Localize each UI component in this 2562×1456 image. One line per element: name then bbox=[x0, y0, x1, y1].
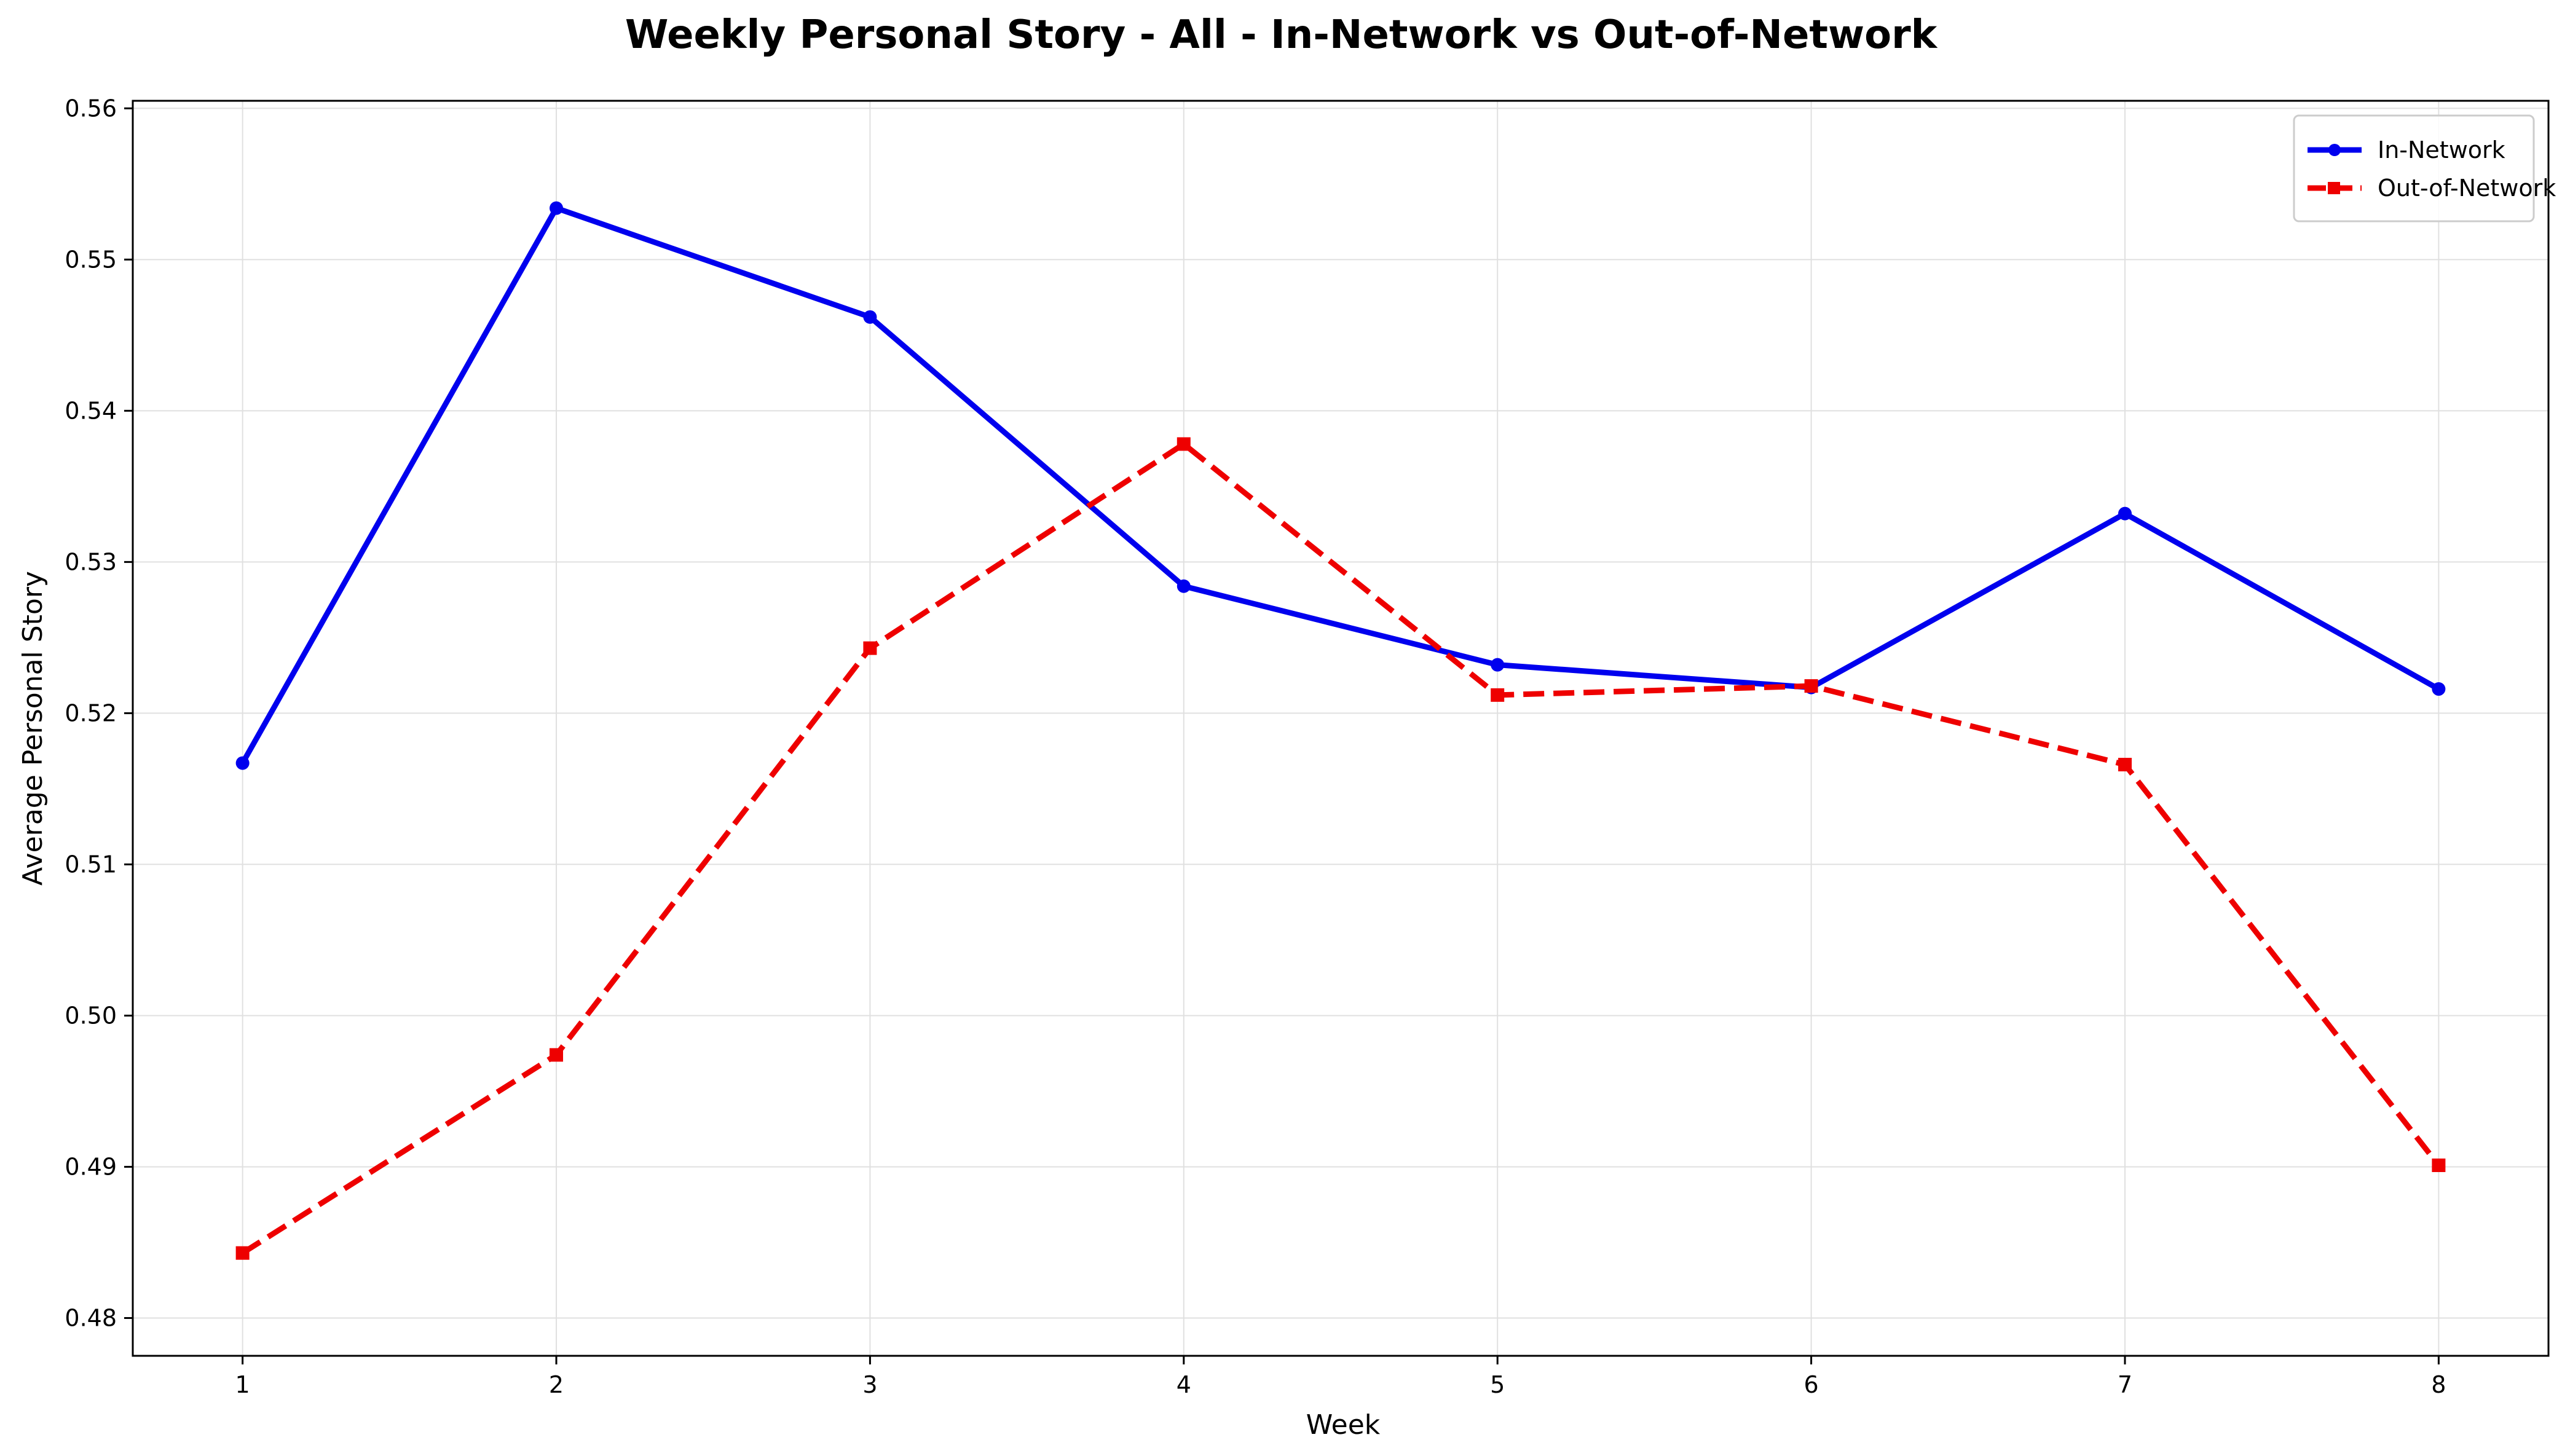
x-tick-label: 4 bbox=[1177, 1371, 1191, 1398]
x-tick-label: 1 bbox=[235, 1371, 250, 1398]
plot-frame bbox=[132, 100, 2550, 1357]
data-point-out-of-network bbox=[235, 1246, 250, 1260]
x-tick-label: 2 bbox=[549, 1371, 564, 1398]
chart-title: Weekly Personal Story - All - In-Network… bbox=[625, 12, 1938, 58]
grid-lines bbox=[133, 101, 2548, 1356]
series-line-in-network bbox=[240, 205, 2440, 765]
series-out-of-network bbox=[235, 437, 2446, 1260]
data-point-out-of-network bbox=[1491, 688, 1505, 702]
data-point-out-of-network bbox=[550, 1048, 564, 1062]
data-point-in-network bbox=[1491, 658, 1505, 672]
series-in-network bbox=[235, 201, 2446, 770]
legend: In-Network Out-of-Network bbox=[2293, 114, 2556, 222]
data-point-out-of-network bbox=[863, 641, 877, 655]
y-tick-label: 0.54 bbox=[65, 397, 117, 424]
data-point-out-of-network bbox=[1804, 679, 1818, 693]
legend-box bbox=[2293, 114, 2535, 222]
y-tick-label: 0.49 bbox=[65, 1153, 117, 1180]
legend-item-out-of-network: Out-of-Network bbox=[2308, 175, 2556, 202]
legend-item-in-network: In-Network bbox=[2308, 136, 2505, 163]
x-axis-label: Week bbox=[1306, 1409, 1381, 1441]
y-tick-label: 0.56 bbox=[65, 95, 117, 122]
data-point-in-network bbox=[2118, 506, 2132, 521]
data-point-out-of-network bbox=[2118, 758, 2132, 772]
x-tick-label: 8 bbox=[2431, 1371, 2446, 1398]
y-tick-label: 0.51 bbox=[65, 851, 117, 878]
x-tick-label: 5 bbox=[1490, 1371, 1505, 1398]
y-axis-label: Average Personal Story bbox=[17, 571, 49, 886]
x-tick-label: 3 bbox=[862, 1371, 877, 1398]
y-tick-label: 0.52 bbox=[65, 699, 117, 726]
legend-swatch-marker bbox=[2328, 144, 2341, 156]
data-point-in-network bbox=[863, 310, 877, 324]
y-tick-label: 0.50 bbox=[65, 1002, 117, 1029]
data-point-in-network bbox=[550, 201, 564, 215]
data-point-in-network bbox=[2432, 682, 2446, 696]
data-point-out-of-network bbox=[1177, 437, 1191, 451]
y-tick-label: 0.53 bbox=[65, 548, 117, 575]
y-tick-label: 0.55 bbox=[65, 246, 117, 273]
y-tick-label: 0.48 bbox=[65, 1304, 117, 1331]
axis-ticks: 1 2 3 4 5 6 7 8 0.48 0.49 0.50 0.51 0.52 0.53 0.54 0.55… bbox=[65, 95, 2446, 1398]
data-point-out-of-network bbox=[2432, 1159, 2446, 1173]
legend-swatch-marker bbox=[2328, 182, 2340, 194]
x-tick-label: 6 bbox=[1803, 1371, 1818, 1398]
series-lines bbox=[235, 201, 2446, 1260]
x-tick-label: 7 bbox=[2118, 1371, 2132, 1398]
data-point-in-network bbox=[235, 756, 250, 770]
series-line-out-of-network bbox=[241, 441, 2441, 1256]
legend-label: In-Network bbox=[2378, 136, 2505, 163]
data-point-in-network bbox=[1177, 579, 1191, 593]
legend-label: Out-of-Network bbox=[2378, 175, 2556, 202]
